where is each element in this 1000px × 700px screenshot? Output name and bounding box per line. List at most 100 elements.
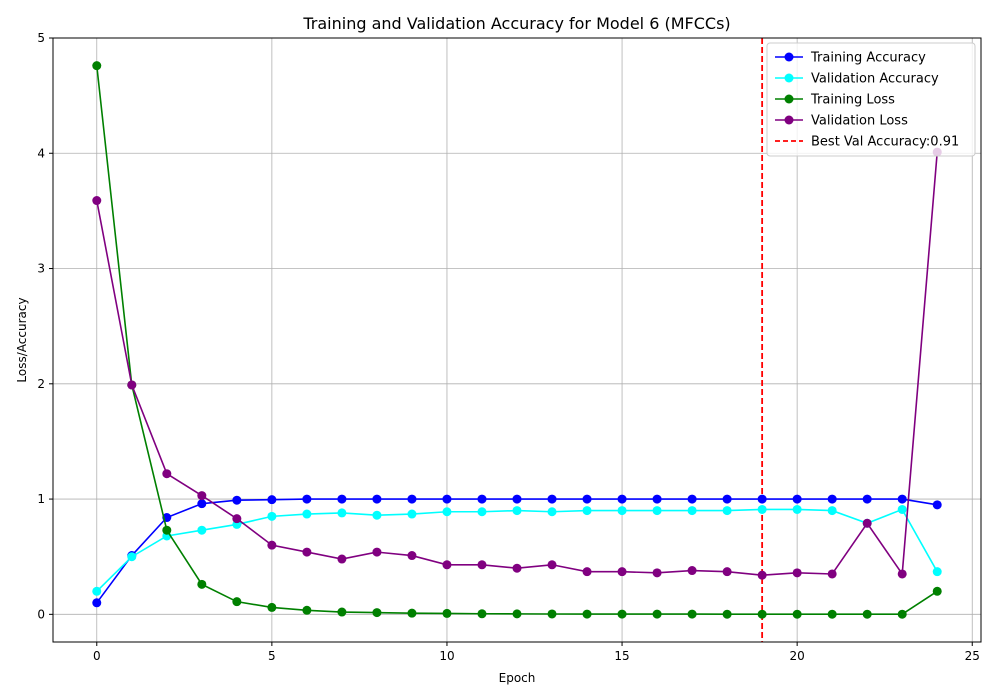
validation-accuracy-point	[372, 510, 382, 520]
training-accuracy-point	[757, 494, 767, 504]
validation-loss-point	[477, 560, 487, 570]
validation-loss-point	[337, 554, 347, 564]
validation-loss-point	[302, 547, 312, 557]
y-tick-label: 0	[37, 607, 45, 621]
legend-label: Validation Accuracy	[811, 72, 939, 87]
legend-label: Best Val Accuracy:0.91	[811, 135, 959, 150]
validation-accuracy-point	[337, 508, 347, 518]
training-loss-point	[617, 609, 627, 619]
validation-accuracy-point	[127, 552, 137, 562]
x-tick-label: 20	[790, 649, 805, 663]
validation-loss-point	[687, 566, 697, 576]
validation-loss-point	[617, 567, 627, 577]
legend: Training Accuracy Validation Accuracy Trai…	[766, 42, 976, 157]
validation-accuracy-point	[722, 506, 732, 516]
training-accuracy-point	[932, 500, 942, 510]
validation-accuracy-point	[582, 506, 592, 516]
x-tick-label: 0	[93, 649, 101, 663]
validation-loss-point	[652, 568, 662, 578]
training-loss-point	[92, 61, 102, 71]
plot-frame	[52, 37, 982, 643]
legend-item-best-val-accuracy-0-91: Best Val Accuracy:0.91	[775, 135, 959, 150]
validation-loss-point	[897, 569, 907, 579]
validation-accuracy-series	[92, 504, 942, 596]
validation-accuracy-point	[197, 525, 207, 535]
training-loss-point	[302, 605, 312, 615]
validation-loss-point	[407, 551, 417, 561]
training-loss-series	[92, 61, 942, 619]
x-tick-label: 5	[268, 649, 276, 663]
legend-marker	[784, 115, 794, 125]
validation-loss-point	[722, 567, 732, 577]
legend-item-training-accuracy: Training Accuracy	[775, 51, 926, 66]
legend-marker	[784, 73, 794, 83]
training-accuracy-point	[337, 494, 347, 504]
training-loss-point	[442, 608, 452, 618]
training-accuracy-point	[512, 494, 522, 504]
training-loss-point	[197, 579, 207, 589]
training-accuracy-point	[687, 494, 697, 504]
training-loss-point	[162, 525, 172, 535]
validation-loss-point	[442, 560, 452, 570]
validation-accuracy-point	[302, 509, 312, 519]
training-accuracy-point	[372, 494, 382, 504]
chart-title: Training and Validation Accuracy for Mod…	[302, 14, 730, 33]
training-accuracy-point	[197, 499, 207, 509]
validation-accuracy-point	[757, 504, 767, 514]
x-axis: 0 5 10 15 20 25	[93, 642, 980, 663]
x-tick-label: 10	[439, 649, 454, 663]
training-loss-point	[722, 609, 732, 619]
validation-loss-point	[582, 567, 592, 577]
training-loss-point	[792, 609, 802, 619]
legend-label: Validation Loss	[811, 114, 908, 129]
legend-marker	[784, 94, 794, 104]
training-accuracy-point	[232, 495, 242, 505]
validation-loss-point	[232, 514, 242, 524]
training-loss-point	[372, 608, 382, 618]
validation-loss-point	[792, 568, 802, 578]
training-accuracy-point	[407, 494, 417, 504]
validation-accuracy-point	[477, 507, 487, 517]
training-loss-point	[547, 609, 557, 619]
validation-accuracy-point	[92, 586, 102, 596]
legend-item-training-loss: Training Loss	[775, 93, 895, 108]
training-loss-point	[337, 607, 347, 617]
training-accuracy-point	[792, 494, 802, 504]
y-tick-label: 5	[37, 31, 45, 45]
training-accuracy-point	[302, 494, 312, 504]
y-tick-label: 2	[37, 377, 45, 391]
validation-loss-point	[547, 560, 557, 570]
training-loss-point	[582, 609, 592, 619]
training-accuracy-point	[477, 494, 487, 504]
validation-loss-point	[827, 569, 837, 579]
validation-loss-point	[512, 563, 522, 573]
validation-loss-point	[267, 540, 277, 550]
training-accuracy-point	[722, 494, 732, 504]
training-loss-point	[827, 609, 837, 619]
validation-accuracy-point	[442, 507, 452, 517]
validation-accuracy-point	[792, 504, 802, 514]
validation-accuracy-point	[617, 506, 627, 516]
training-loss-point	[932, 586, 942, 596]
training-loss-point	[652, 609, 662, 619]
training-accuracy-point	[582, 494, 592, 504]
validation-accuracy-line	[96, 508, 938, 592]
training-loss-point	[232, 597, 242, 607]
training-accuracy-point	[862, 494, 872, 504]
training-loss-point	[407, 608, 417, 618]
validation-accuracy-point	[897, 504, 907, 514]
x-axis-title: Epoch	[499, 671, 536, 685]
validation-accuracy-point	[932, 567, 942, 577]
validation-accuracy-point	[547, 507, 557, 517]
validation-loss-point	[162, 469, 172, 479]
x-tick-label: 15	[614, 649, 629, 663]
validation-loss-point	[127, 380, 137, 390]
training-loss-point	[267, 602, 277, 612]
legend-box	[766, 42, 976, 157]
training-loss-point	[477, 609, 487, 619]
training-accuracy-point	[827, 494, 837, 504]
validation-loss-point	[372, 547, 382, 557]
validation-accuracy-point	[267, 511, 277, 521]
training-accuracy-point	[92, 598, 102, 608]
